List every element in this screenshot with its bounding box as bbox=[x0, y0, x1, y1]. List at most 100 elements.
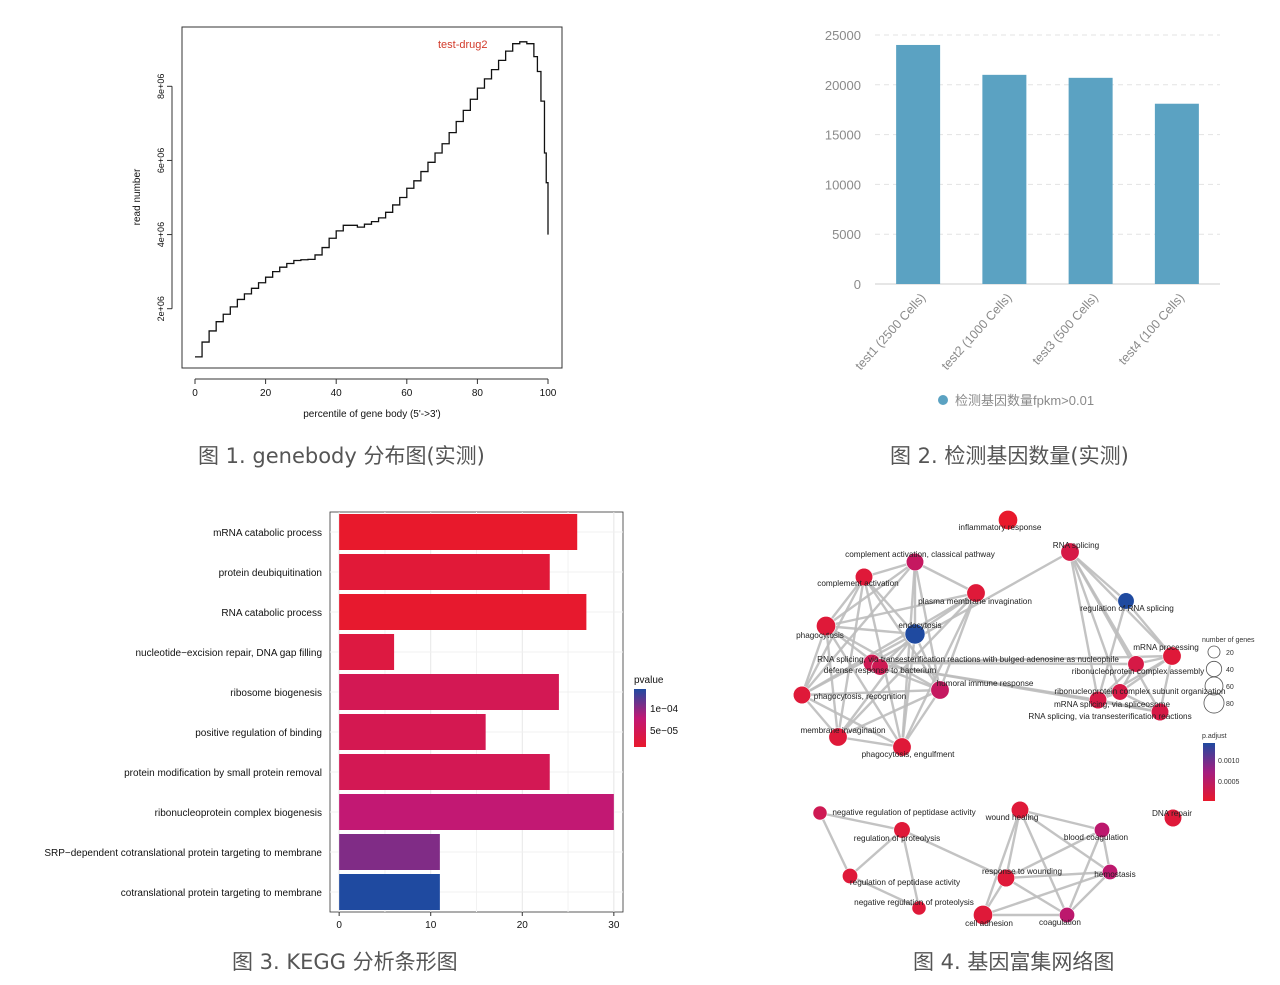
node bbox=[892, 737, 912, 757]
size-legend-title: number of genes bbox=[1202, 637, 1255, 644]
bar bbox=[339, 674, 559, 710]
edge bbox=[901, 828, 1007, 880]
node bbox=[854, 567, 874, 587]
size-legend: 20 40 60 80 bbox=[1203, 645, 1234, 714]
y-axis: 2e+06 4e+06 6e+06 8e+06 bbox=[156, 74, 173, 321]
node bbox=[998, 510, 1018, 530]
node-label: RNA splicing, via transesterification re… bbox=[1028, 712, 1191, 721]
legend-tick: 1e−04 bbox=[650, 704, 679, 715]
node bbox=[816, 616, 836, 636]
node-label: phagocytosis, recognition bbox=[814, 692, 907, 701]
node-label: wound healing bbox=[985, 813, 1039, 822]
node bbox=[792, 685, 812, 705]
size-legend-label: 80 bbox=[1226, 701, 1234, 708]
x-axis-label: percentile of gene body (5'->3') bbox=[303, 409, 441, 420]
node bbox=[1059, 907, 1075, 923]
bar bbox=[896, 44, 941, 285]
y-tick-label: 20000 bbox=[825, 78, 861, 93]
node-label: regulation of RNA splicing bbox=[1080, 604, 1174, 613]
node-label: regulation of peptidase activity bbox=[850, 878, 961, 887]
bar bbox=[1154, 103, 1199, 284]
size-legend-label: 60 bbox=[1226, 684, 1234, 691]
x-tick-label: 60 bbox=[401, 388, 413, 399]
edge bbox=[900, 592, 978, 748]
edge bbox=[1096, 600, 1128, 701]
node bbox=[973, 905, 993, 925]
edge bbox=[981, 809, 1022, 916]
x-tick-label: 0 bbox=[192, 388, 198, 399]
y-tick-label: 25000 bbox=[825, 28, 861, 43]
node-label: RNA splicing bbox=[1053, 541, 1100, 550]
size-legend-circle bbox=[1205, 660, 1223, 678]
node bbox=[812, 805, 828, 821]
bar bbox=[339, 594, 587, 630]
legend-title: pvalue bbox=[634, 675, 664, 686]
node bbox=[1111, 683, 1129, 701]
edge bbox=[1097, 654, 1173, 702]
bar bbox=[982, 74, 1027, 284]
node-label: humoral immune response bbox=[937, 679, 1034, 688]
node-label: ribonucleoprotein complex assembly bbox=[1072, 667, 1205, 676]
edge bbox=[825, 624, 916, 636]
node-label: blood coagulation bbox=[1064, 833, 1129, 842]
node-label: hemostasis bbox=[1094, 870, 1135, 879]
edge bbox=[837, 688, 941, 739]
x-axis: 0 20 40 60 80 100 bbox=[192, 378, 557, 399]
bar bbox=[339, 834, 440, 870]
edge bbox=[1097, 698, 1161, 714]
edge bbox=[982, 870, 1111, 917]
edge bbox=[849, 829, 903, 877]
edge bbox=[871, 654, 1173, 665]
edge bbox=[1019, 808, 1103, 832]
plot-frame bbox=[181, 26, 563, 369]
edge bbox=[1019, 809, 1111, 873]
node-label: endocytosis bbox=[898, 621, 941, 630]
color-legend-title: p.adjust bbox=[1202, 733, 1227, 740]
node bbox=[911, 900, 927, 916]
bar bbox=[339, 554, 550, 590]
node-label: regulation of proteolysis bbox=[854, 834, 940, 843]
bar bbox=[339, 874, 440, 910]
x-tick-label: test3 (500 Cells) bbox=[1030, 291, 1101, 368]
edge bbox=[1068, 551, 1100, 701]
node-label: defense response to bacterium bbox=[824, 666, 937, 675]
node bbox=[904, 623, 926, 645]
node-label: DNA repair bbox=[1152, 809, 1192, 818]
gene-count-chart: 0 5000 10000 15000 20000 25000 test1 (2500 Ce… bbox=[825, 28, 1220, 408]
node-label: coagulation bbox=[1039, 918, 1081, 927]
node bbox=[1150, 702, 1170, 722]
node-label: negative regulation of proteolysis bbox=[854, 898, 974, 907]
y-tick-labels: mRNA catabolic process protein deubiquiti… bbox=[44, 528, 322, 899]
y-tick-label: nucleotide−excision repair, DNA gap fill… bbox=[136, 648, 323, 659]
enrichment-network: inflammatory response RNA splicing complem… bbox=[792, 510, 1255, 928]
edge bbox=[879, 665, 941, 692]
edge bbox=[801, 688, 941, 697]
node-label: negative regulation of peptidase activit… bbox=[832, 808, 976, 817]
bar bbox=[339, 754, 550, 790]
node bbox=[871, 658, 889, 676]
y-tick-label: positive regulation of binding bbox=[195, 728, 322, 739]
y-axis-label: read number bbox=[132, 168, 143, 225]
edge bbox=[837, 735, 903, 749]
y-tick-label: RNA catabolic process bbox=[221, 608, 322, 619]
edges bbox=[800, 550, 1174, 917]
node-labels: inflammatory response RNA splicing complem… bbox=[796, 523, 1226, 928]
node bbox=[1127, 655, 1145, 673]
x-tick-label: 20 bbox=[517, 920, 529, 931]
y-tick-label: 5000 bbox=[832, 227, 861, 242]
edge bbox=[1066, 871, 1111, 916]
node bbox=[966, 583, 986, 603]
figure-2-caption: 图 2. 检测基因数量(实测) bbox=[890, 444, 1129, 468]
size-legend-label: 20 bbox=[1226, 650, 1234, 657]
y-tick-label: 15000 bbox=[825, 128, 861, 143]
edge bbox=[900, 829, 921, 909]
node bbox=[1094, 822, 1110, 838]
node bbox=[1117, 592, 1135, 610]
x-tick-label: test1 (2500 Cells) bbox=[852, 291, 928, 373]
figure-4-caption: 图 4. 基因富集网络图 bbox=[913, 950, 1115, 974]
edge bbox=[1068, 551, 1162, 713]
node-label: complement activation bbox=[817, 579, 899, 588]
x-tick-label: 80 bbox=[472, 388, 484, 399]
edge bbox=[901, 689, 941, 748]
size-legend-circle bbox=[1204, 676, 1224, 696]
